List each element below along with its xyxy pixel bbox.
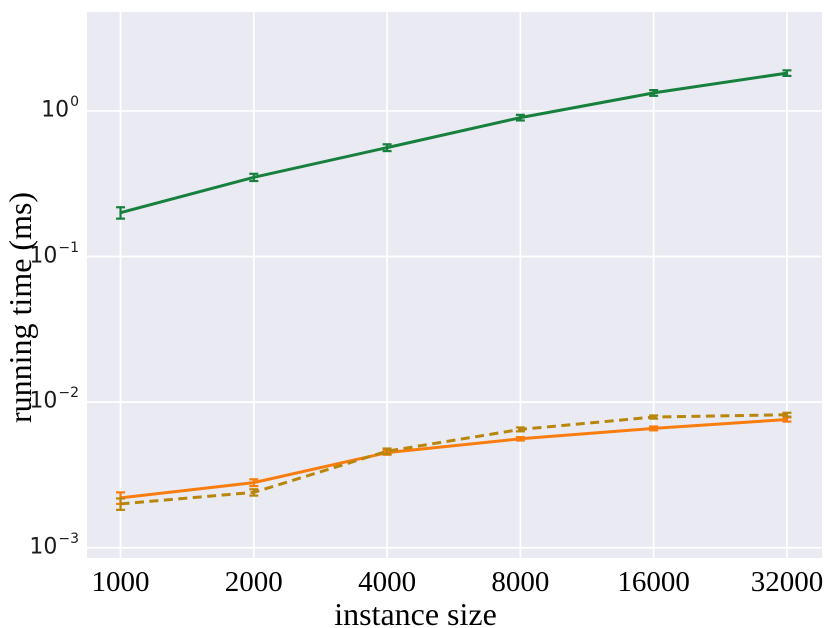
- plot-background: [87, 12, 822, 558]
- series-line: [120, 413, 787, 506]
- x-tick-label: 2000: [224, 566, 283, 598]
- x-tick-label: 16000: [617, 566, 690, 598]
- series-olive-dashed: [116, 411, 792, 511]
- y-tick-label: 100: [41, 93, 79, 123]
- y-tick-label: 10−1: [29, 239, 79, 268]
- x-tick-label: 8000: [491, 566, 550, 598]
- x-tick-label: 32000: [750, 566, 824, 598]
- y-tick-label: 10−3: [29, 530, 79, 560]
- x-axis-title: instance size: [334, 596, 497, 628]
- y-tick-label: 10−2: [29, 385, 79, 414]
- x-tick-label: 4000: [358, 566, 417, 598]
- series-green-solid: [116, 69, 792, 220]
- gridlines: [87, 12, 822, 558]
- series-line: [120, 71, 788, 215]
- x-tick-label: 1000: [91, 566, 150, 598]
- y-axis-title: running time (ms): [2, 191, 38, 423]
- series-line: [120, 418, 788, 500]
